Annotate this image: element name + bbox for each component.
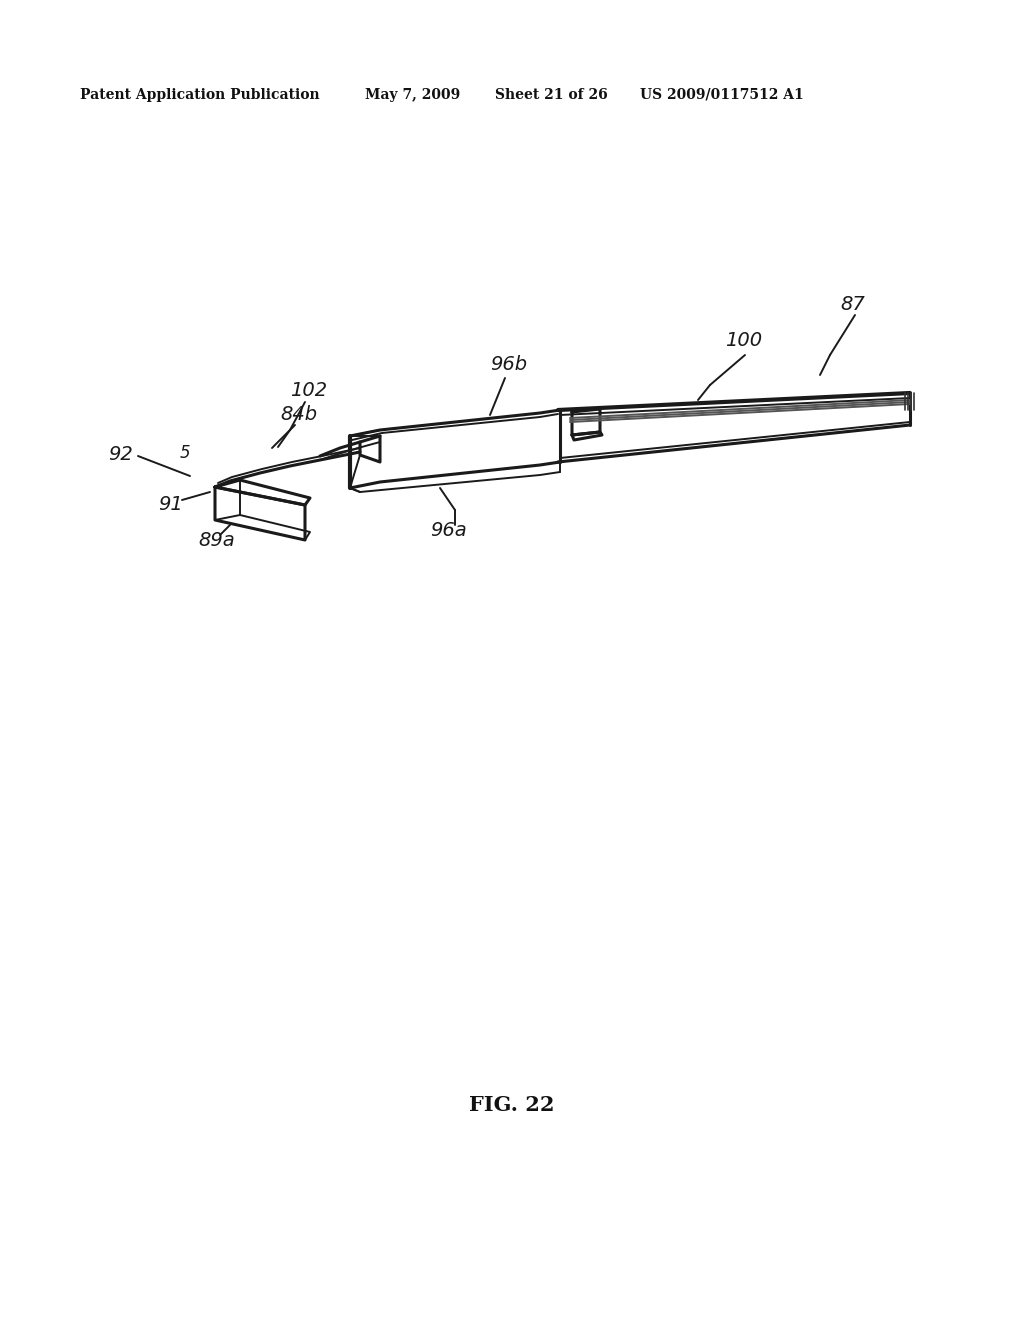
Text: Patent Application Publication: Patent Application Publication xyxy=(80,88,319,102)
Text: 96a: 96a xyxy=(430,520,467,540)
Text: FIG. 22: FIG. 22 xyxy=(469,1096,555,1115)
Text: 102: 102 xyxy=(290,380,327,400)
Text: 5: 5 xyxy=(180,444,190,462)
Text: 91: 91 xyxy=(158,495,182,515)
Text: 92: 92 xyxy=(108,446,133,465)
Text: US 2009/0117512 A1: US 2009/0117512 A1 xyxy=(640,88,804,102)
Text: Sheet 21 of 26: Sheet 21 of 26 xyxy=(495,88,608,102)
Text: 96b: 96b xyxy=(490,355,527,375)
Text: 84b: 84b xyxy=(280,405,317,425)
Text: 89a: 89a xyxy=(198,531,234,549)
Text: 87: 87 xyxy=(840,296,864,314)
Text: 100: 100 xyxy=(725,330,762,350)
Text: May 7, 2009: May 7, 2009 xyxy=(365,88,460,102)
